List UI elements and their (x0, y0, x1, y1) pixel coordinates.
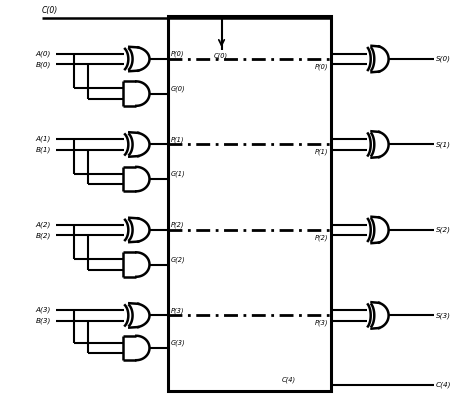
Text: S(3): S(3) (436, 312, 451, 319)
Text: A(2): A(2) (36, 221, 51, 228)
Text: P(2): P(2) (171, 222, 184, 228)
Text: P(1): P(1) (171, 136, 184, 143)
Text: S(2): S(2) (436, 227, 451, 233)
Text: P(3): P(3) (315, 319, 328, 326)
Text: P(0): P(0) (315, 63, 328, 70)
Text: C(4): C(4) (436, 381, 451, 388)
Text: C(0): C(0) (213, 53, 228, 59)
Text: G(2): G(2) (171, 256, 186, 263)
Text: G(0): G(0) (171, 85, 186, 92)
Text: C(0): C(0) (42, 7, 58, 15)
Text: G(3): G(3) (171, 340, 186, 346)
Text: S(0): S(0) (436, 56, 451, 62)
Text: C(4): C(4) (282, 376, 296, 383)
Text: S(1): S(1) (436, 141, 451, 148)
Bar (168, 16, 330, 391)
Text: A(0): A(0) (36, 50, 51, 57)
Text: B(2): B(2) (36, 232, 51, 239)
Text: A(1): A(1) (36, 136, 51, 142)
Text: B(3): B(3) (36, 317, 51, 324)
Text: G(1): G(1) (171, 171, 186, 177)
Text: B(0): B(0) (36, 61, 51, 68)
Text: P(0): P(0) (171, 51, 184, 57)
Text: P(3): P(3) (171, 307, 184, 314)
Text: P(2): P(2) (315, 234, 328, 241)
Text: B(1): B(1) (36, 147, 51, 153)
Text: A(3): A(3) (36, 307, 51, 313)
Text: P(1): P(1) (315, 149, 328, 155)
